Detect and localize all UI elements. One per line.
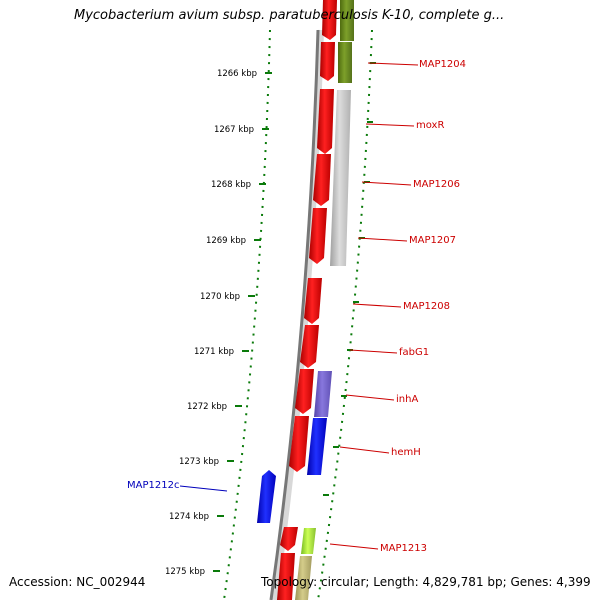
gene-label[interactable]: MAP1213 xyxy=(380,543,427,554)
gene-label[interactable]: MAP1208 xyxy=(403,301,450,312)
accession-text: Accession: NC_002944 xyxy=(9,575,146,589)
gene-function-khaki[interactable] xyxy=(295,556,312,600)
gene-label[interactable]: MAP1206 xyxy=(413,179,460,190)
gene-arrow-forward[interactable] xyxy=(304,278,322,324)
gene-arrow-forward[interactable] xyxy=(295,369,314,414)
kbp-tick-label: 1272 kbp xyxy=(187,402,227,412)
gene-function-lime[interactable] xyxy=(301,528,316,554)
kbp-tick-marks xyxy=(213,72,272,572)
gene-arrow-forward[interactable] xyxy=(320,42,335,81)
gene-arrow-forward[interactable] xyxy=(300,325,319,368)
kbp-tick-label: 1267 kbp xyxy=(214,125,254,135)
gene-function-blue[interactable] xyxy=(307,418,327,475)
gene-labels: MAP1204 moxR MAP1206 MAP1207 MAP1208 fab… xyxy=(127,59,466,554)
backbone-shadow xyxy=(272,29,324,600)
gene-arrow-forward[interactable] xyxy=(317,89,334,154)
gene-arrow-forward[interactable] xyxy=(289,416,309,472)
gene-arrow-forward[interactable] xyxy=(322,0,337,40)
gene-label[interactable]: MAP1212c xyxy=(127,480,179,491)
kbp-tick-label: 1269 kbp xyxy=(206,236,246,246)
kbp-tick-label: 1274 kbp xyxy=(169,512,209,522)
kbp-tick-labels: 1266 kbp 1267 kbp 1268 kbp 1269 kbp 1270 kbp… xyxy=(165,69,257,577)
kbp-tick-label: 1273 kbp xyxy=(179,457,219,467)
gene-label[interactable]: fabG1 xyxy=(399,347,429,358)
gene-function-purple[interactable] xyxy=(314,371,332,417)
kbp-tick-label: 1271 kbp xyxy=(194,347,234,357)
map-title: Mycobacterium avium subsp. paratuberculo… xyxy=(74,8,505,23)
gene-arrow-forward[interactable] xyxy=(309,208,327,264)
gene-arrow-forward[interactable] xyxy=(313,154,331,206)
kbp-tick-label: 1266 kbp xyxy=(217,69,257,79)
gene-arrow-reverse[interactable] xyxy=(257,470,276,523)
kbp-tick-label: 1270 kbp xyxy=(200,292,240,302)
kbp-tick-label: 1275 kbp xyxy=(165,567,205,577)
gene-leader-lines xyxy=(179,62,419,550)
gene-features xyxy=(257,0,354,600)
gene-label[interactable]: MAP1207 xyxy=(409,235,456,246)
kbp-tick-label: 1268 kbp xyxy=(211,180,251,190)
gene-label[interactable]: inhA xyxy=(396,394,418,405)
gene-function-olive[interactable] xyxy=(338,42,352,83)
gene-label[interactable]: MAP1204 xyxy=(419,59,466,70)
inner-scale-ring xyxy=(317,29,373,600)
gene-function-olive[interactable] xyxy=(340,0,354,41)
topology-text: Topology: circular; Length: 4,829,781 bp… xyxy=(261,575,591,589)
gene-arrow-forward[interactable] xyxy=(280,527,298,551)
genome-backbone xyxy=(269,29,320,600)
gene-label[interactable]: hemH xyxy=(391,447,421,458)
gene-function-grey[interactable] xyxy=(330,90,351,266)
gene-arrow-forward[interactable] xyxy=(277,553,295,600)
gene-label[interactable]: moxR xyxy=(416,120,444,131)
